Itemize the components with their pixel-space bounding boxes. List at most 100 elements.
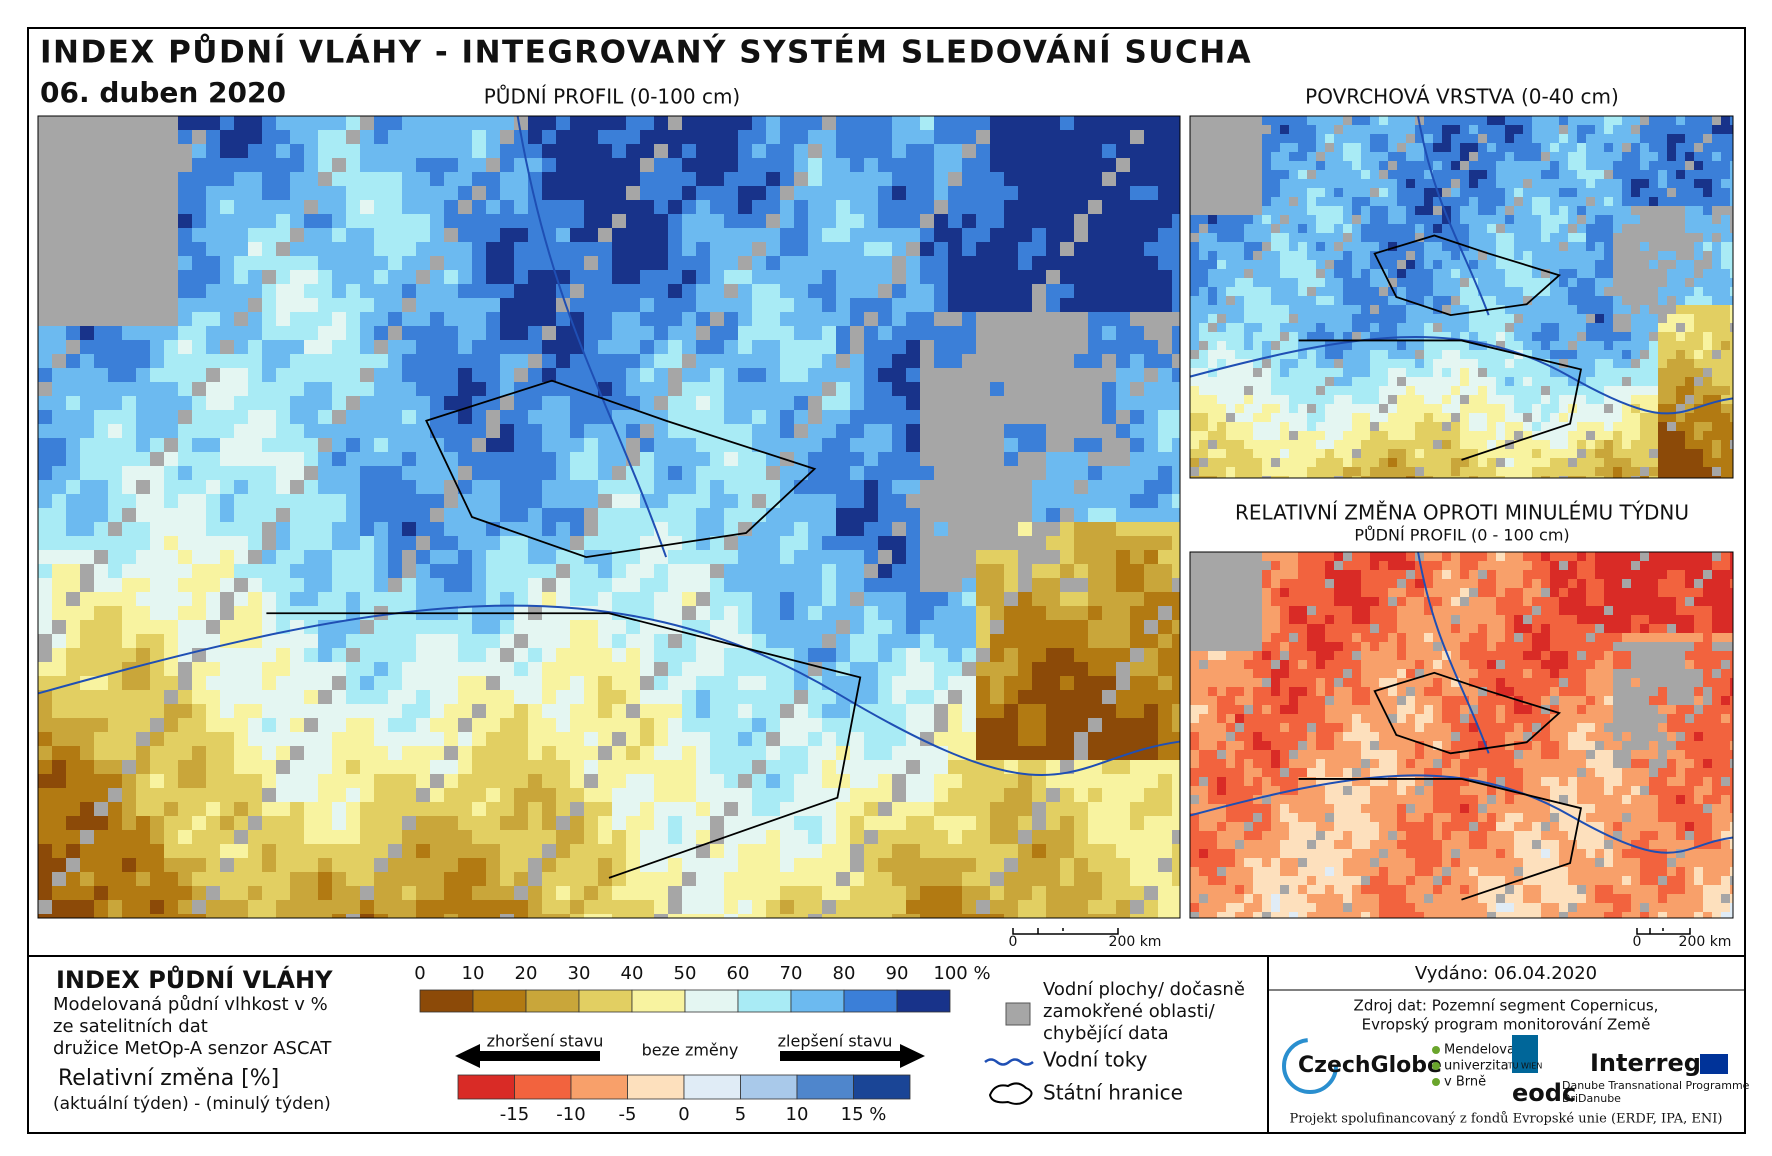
map-cell	[1388, 206, 1397, 215]
map-cell	[710, 340, 724, 354]
map-cell	[290, 578, 304, 592]
map-cell	[1130, 830, 1144, 844]
map-cell	[738, 116, 752, 130]
map-cell	[1074, 704, 1088, 718]
map-cell	[836, 550, 850, 564]
map-cell	[1060, 704, 1074, 718]
map-cell	[1541, 116, 1550, 125]
map-cell	[1004, 130, 1018, 144]
map-cell	[1088, 732, 1102, 746]
map-cell	[906, 718, 920, 732]
map-cell	[178, 592, 192, 606]
map-cell	[346, 340, 360, 354]
map-cell	[136, 606, 150, 620]
map-cell	[234, 284, 248, 298]
map-cell	[1158, 452, 1172, 466]
map-cell	[178, 774, 192, 788]
map-cell	[1451, 125, 1460, 134]
map-cell	[1388, 143, 1397, 152]
map-cell	[584, 354, 598, 368]
map-cell	[472, 536, 486, 550]
map-cell	[1541, 134, 1550, 143]
map-cell	[66, 578, 80, 592]
map-cell	[402, 900, 416, 914]
map-cell	[94, 382, 108, 396]
map-cell	[234, 466, 248, 480]
map-cell	[486, 690, 500, 704]
map-cell	[1289, 116, 1298, 125]
map-cell	[1172, 718, 1180, 732]
map-cell	[1397, 233, 1406, 242]
map-cell	[192, 326, 206, 340]
map-cell	[276, 354, 290, 368]
map-cell	[66, 508, 80, 522]
map-cell	[696, 788, 710, 802]
map-cell	[1514, 224, 1523, 233]
map-cell	[1577, 179, 1586, 188]
map-cell	[892, 452, 906, 466]
map-cell	[864, 396, 878, 410]
map-cell	[290, 256, 304, 270]
map-cell	[374, 424, 388, 438]
map-cell	[1532, 125, 1541, 134]
map-cell	[1199, 260, 1208, 269]
map-cell	[584, 802, 598, 816]
map-cell	[276, 844, 290, 858]
map-cell	[234, 886, 248, 900]
map-cell	[1280, 134, 1289, 143]
map-cell	[892, 746, 906, 760]
map-cell	[1649, 179, 1658, 188]
map-cell	[374, 760, 388, 774]
map-cell	[822, 158, 836, 172]
map-cell	[724, 844, 738, 858]
map-cell	[262, 396, 276, 410]
map-cell	[1102, 746, 1116, 760]
map-cell	[332, 228, 346, 242]
map-cell	[52, 900, 66, 914]
map-cell	[1370, 152, 1379, 161]
map-cell	[1397, 161, 1406, 170]
map-cell	[388, 760, 402, 774]
map-cell	[80, 466, 94, 480]
map-cell	[752, 410, 766, 424]
map-cell	[360, 410, 374, 424]
map-cell	[1514, 233, 1523, 242]
map-cell	[1088, 172, 1102, 186]
map-cell	[206, 802, 220, 816]
map-cell	[542, 480, 556, 494]
map-cell	[1703, 143, 1712, 152]
map-cell	[1370, 143, 1379, 152]
map-cell	[584, 620, 598, 634]
map-cell	[1271, 125, 1280, 134]
map-cell	[794, 116, 808, 130]
map-cell	[486, 340, 500, 354]
map-cell	[304, 242, 318, 256]
map-cell	[150, 382, 164, 396]
map-cell	[738, 480, 752, 494]
map-cell	[472, 858, 486, 872]
map-cell	[66, 690, 80, 704]
map-cell	[500, 466, 514, 480]
map-cell	[500, 116, 514, 130]
map-cell	[1172, 270, 1180, 284]
map-cell	[500, 312, 514, 326]
map-cell	[724, 410, 738, 424]
map-cell	[234, 242, 248, 256]
map-cell	[234, 732, 248, 746]
map-cell	[52, 914, 66, 918]
map-cell	[794, 718, 808, 732]
map-cell	[626, 508, 640, 522]
map-cell	[500, 270, 514, 284]
map-cell	[990, 550, 1004, 564]
map-cell	[402, 508, 416, 522]
map-cell	[794, 186, 808, 200]
map-cell	[1088, 592, 1102, 606]
map-cell	[1289, 224, 1298, 233]
map-cell	[1116, 872, 1130, 886]
map-frame	[37, 115, 1181, 919]
map-cell	[430, 648, 444, 662]
map-cell	[990, 130, 1004, 144]
map-cell	[500, 816, 514, 830]
map-cell	[304, 298, 318, 312]
map-cell	[122, 578, 136, 592]
